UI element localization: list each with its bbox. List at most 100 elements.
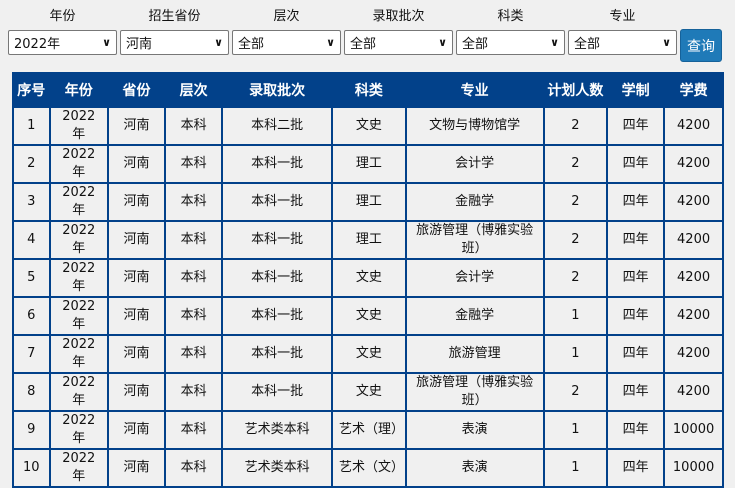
table-cell: 理工 (331, 144, 407, 184)
table-cell: 文史 (331, 258, 407, 298)
table-cell: 旅游管理（博雅实验班） (404, 372, 545, 412)
table-cell: 旅游管理 (404, 334, 545, 374)
filter-select[interactable]: 2022年 ∨ (8, 30, 117, 55)
table-cell: 2 (12, 144, 51, 184)
table-cell: 2022年 (48, 410, 109, 450)
filter-select[interactable]: 河南 ∨ (120, 30, 229, 55)
table-cell: 4200 (663, 296, 724, 336)
table-row: 9 2022年 河南 本科 艺术类本科 艺术（理） 表演 1 四年 10000 (12, 410, 724, 450)
table-cell: 2022年 (48, 144, 109, 184)
table-cell: 四年 (606, 258, 666, 298)
table-cell: 会计学 (404, 258, 545, 298)
table-cell: 本科一批 (221, 144, 333, 184)
table-cell: 本科 (164, 372, 224, 412)
filter-value: 全部 (238, 37, 265, 52)
table-cell: 河南 (106, 410, 167, 450)
table-row: 4 2022年 河南 本科 本科一批 理工 旅游管理（博雅实验班） 2 四年 4200 (12, 220, 724, 260)
table-cell: 本科一批 (221, 372, 333, 412)
table-cell: 表演 (404, 448, 545, 488)
column-header: 专业 (404, 72, 545, 108)
table-cell: 本科 (164, 106, 224, 146)
table-cell: 4200 (663, 258, 724, 298)
column-header: 序号 (12, 72, 51, 108)
table-cell: 文史 (331, 334, 407, 374)
table-cell: 艺术类本科 (221, 410, 333, 450)
table-cell: 2022年 (48, 220, 109, 260)
table-cell: 文物与博物馆学 (404, 106, 545, 146)
table-cell: 2022年 (48, 182, 109, 222)
table-cell: 2 (542, 220, 609, 260)
table-cell: 4200 (663, 182, 724, 222)
table-cell: 表演 (404, 410, 545, 450)
table-cell: 4200 (663, 334, 724, 374)
table-cell: 2022年 (48, 334, 109, 374)
filter-value: 2022年 (14, 37, 61, 52)
table-cell: 四年 (606, 372, 666, 412)
table-cell: 2022年 (48, 258, 109, 298)
filter-label: 层次 (273, 9, 300, 24)
column-header: 学制 (606, 72, 666, 108)
table-cell: 1 (12, 106, 51, 146)
table-cell: 本科 (164, 220, 224, 260)
table-cell: 艺术类本科 (221, 448, 333, 488)
table-cell: 本科一批 (221, 296, 333, 336)
table-row: 7 2022年 河南 本科 本科一批 文史 旅游管理 1 四年 4200 (12, 334, 724, 374)
chevron-down-icon: ∨ (214, 36, 223, 49)
filter-select[interactable]: 全部 ∨ (568, 30, 677, 55)
filter-value: 全部 (574, 37, 601, 52)
table-cell: 河南 (106, 182, 167, 222)
table-cell: 四年 (606, 410, 666, 450)
table-cell: 本科 (164, 144, 224, 184)
table-cell: 本科一批 (221, 220, 333, 260)
table-cell: 河南 (106, 258, 167, 298)
chevron-down-icon: ∨ (438, 36, 447, 49)
table-cell: 4200 (663, 144, 724, 184)
filter-select[interactable]: 全部 ∨ (456, 30, 565, 55)
column-header: 学费 (663, 72, 724, 108)
table-cell: 9 (12, 410, 51, 450)
column-header: 录取批次 (221, 72, 333, 108)
table-cell: 河南 (106, 106, 167, 146)
admission-plan-table: 序号 年份 省份 层次 录取批次 科类 专业 计划人数 学制 学费 1 2022年 河南 本科 本科二批文… (12, 72, 724, 488)
table-cell: 本科 (164, 448, 224, 488)
chevron-down-icon: ∨ (550, 36, 559, 49)
table-cell: 2022年 (48, 106, 109, 146)
table-cell: 4200 (663, 372, 724, 412)
table-cell: 河南 (106, 296, 167, 336)
filter-select[interactable]: 全部 ∨ (344, 30, 453, 55)
table-cell: 2 (542, 182, 609, 222)
table-cell: 2 (542, 258, 609, 298)
table-cell: 本科一批 (221, 182, 333, 222)
filter-group: 年份 2022年 ∨ (8, 8, 117, 55)
table-cell: 10000 (663, 448, 724, 488)
query-button[interactable]: 查询 (680, 29, 722, 62)
table-cell: 2022年 (48, 296, 109, 336)
table-cell: 四年 (606, 296, 666, 336)
table-row: 8 2022年 河南 本科 本科一批 文史 旅游管理（博雅实验班） 2 四年 4200 (12, 372, 724, 412)
table-cell: 7 (12, 334, 51, 374)
table-cell: 2 (542, 372, 609, 412)
table-cell: 金融学 (404, 182, 545, 222)
column-header: 计划人数 (542, 72, 609, 108)
chevron-down-icon: ∨ (326, 36, 335, 49)
table-row: 2 2022年 河南 本科 本科一批 理工 会计学 2 四年 4200 (12, 144, 724, 184)
table-cell: 本科 (164, 410, 224, 450)
table-cell: 2022年 (48, 372, 109, 412)
table-cell: 8 (12, 372, 51, 412)
filter-label: 录取批次 (372, 9, 425, 24)
table-cell: 金融学 (404, 296, 545, 336)
table-row: 3 2022年 河南 本科 本科一批 理工 金融学 2 四年 4200 (12, 182, 724, 222)
filter-select[interactable]: 全部 ∨ (232, 30, 341, 55)
table-cell: 文史 (331, 372, 407, 412)
table-cell: 四年 (606, 220, 666, 260)
table-cell: 3 (12, 182, 51, 222)
table-header-row: 序号 年份 省份 层次 录取批次 科类 专业 计划人数 学制 学费 (12, 72, 724, 108)
table-cell: 本科一批 (221, 334, 333, 374)
table-cell: 河南 (106, 220, 167, 260)
filter-label: 专业 (609, 9, 636, 24)
table-cell: 四年 (606, 448, 666, 488)
table-cell: 4200 (663, 220, 724, 260)
table-row: 10 2022年 河南 本科 艺术类本科 艺术（文） 表演 1 四年 10000 (12, 448, 724, 488)
chevron-down-icon: ∨ (662, 36, 671, 49)
filter-label: 科类 (497, 9, 524, 24)
